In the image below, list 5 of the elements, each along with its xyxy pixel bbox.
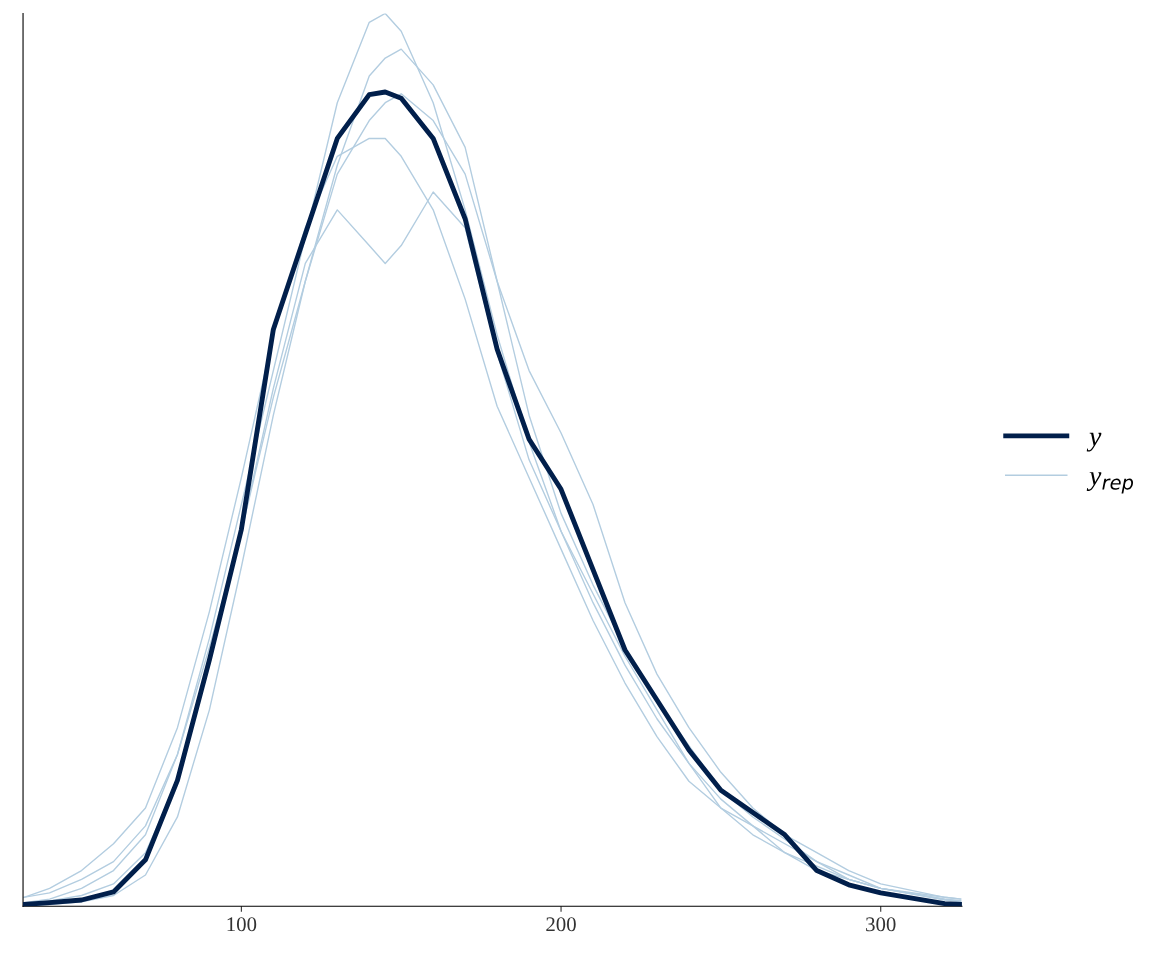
legend-label: y [1086, 432, 1102, 452]
legend-label: y$_{rep}$ [1086, 472, 1134, 494]
x-tick-label: 200 [546, 917, 576, 932]
x-tick-label: 100 [227, 917, 257, 932]
x-tick-label: 300 [866, 917, 896, 932]
